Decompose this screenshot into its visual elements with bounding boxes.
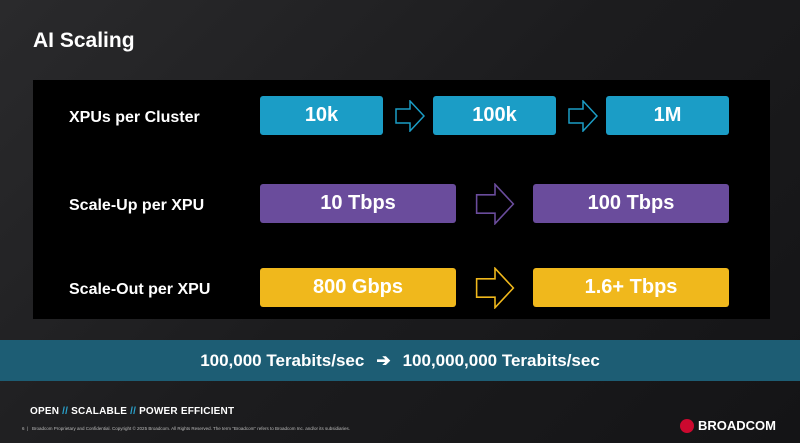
legal-text: Broadcom Proprietary and Confidential. C… (31, 426, 351, 431)
scaleup-box-10: 10 Tbps (260, 184, 456, 223)
xpu-box-1m: 1M (606, 96, 729, 135)
band-to: 100,000,000 Terabits/sec (402, 350, 600, 370)
row-label-scaleup: Scale-Up per XPU (69, 197, 205, 214)
arrow-right-icon: ➔ (376, 350, 391, 370)
slide-title: AI Scaling (33, 29, 135, 52)
logo-text: BROADCOM (698, 418, 776, 433)
arrow-icon (475, 267, 515, 309)
tag-power-efficient: POWER EFFICIENT (139, 406, 235, 417)
tag-scalable: SCALABLE (71, 406, 128, 417)
broadcom-logo: BROADCOM (680, 418, 776, 433)
scaleout-box-800: 800 Gbps (260, 268, 456, 307)
scaling-panel: XPUs per Cluster 10k 100k 1M Scale-Up pe… (33, 80, 770, 319)
bandwidth-band: 100,000 Terabits/sec ➔ 100,000,000 Terab… (0, 340, 800, 381)
xpu-box-100k: 100k (433, 96, 556, 135)
separator: // (130, 406, 137, 417)
scaleup-box-100: 100 Tbps (533, 184, 729, 223)
band-from: 100,000 Terabits/sec (200, 350, 365, 370)
broadcom-logo-icon (680, 418, 694, 433)
page-number: 6 (22, 426, 25, 431)
tagline: OPEN // SCALABLE // POWER EFFICIENT (30, 406, 234, 417)
scaleout-box-1-6: 1.6+ Tbps (533, 268, 729, 307)
row-label-scaleout: Scale-Out per XPU (69, 281, 211, 298)
footer-legal: 6 | Broadcom Proprietary and Confidentia… (22, 426, 351, 431)
tag-open: OPEN (30, 406, 60, 417)
separator: // (62, 406, 69, 417)
arrow-icon (475, 183, 515, 225)
row-label-xpus: XPUs per Cluster (69, 109, 200, 126)
arrow-icon (568, 100, 598, 132)
xpu-box-10k: 10k (260, 96, 383, 135)
arrow-icon (395, 100, 425, 132)
